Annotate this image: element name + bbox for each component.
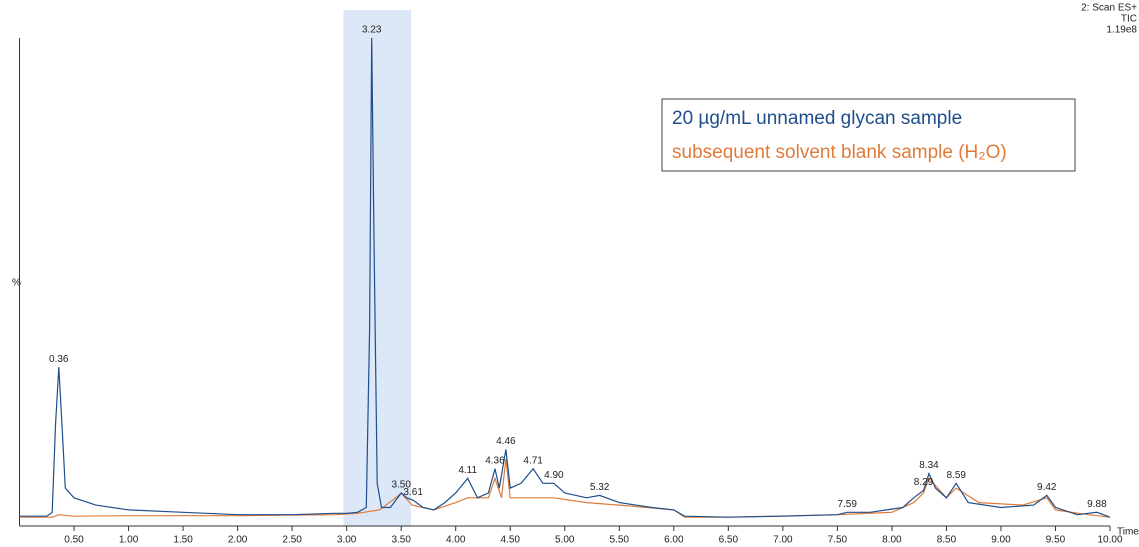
x-tick-label: 8.50: [937, 535, 957, 546]
peak-label: 9.42: [1037, 482, 1057, 493]
x-tick-label: 2.00: [228, 535, 248, 546]
peak-label: 3.23: [362, 25, 382, 36]
peak-label: 3.50: [391, 480, 411, 491]
peak-label: 8.59: [947, 470, 967, 481]
x-tick-label: 1.00: [119, 535, 139, 546]
x-tick-label: 7.50: [828, 535, 848, 546]
peak-label: 5.32: [590, 482, 610, 493]
x-axis-label: Time: [1117, 527, 1139, 538]
x-tick-label: 3.50: [391, 535, 411, 546]
trace: [19, 459, 1111, 518]
x-tick-label: 6.50: [719, 535, 739, 546]
info-line: 1.19e8: [1106, 25, 1137, 36]
x-tick-label: 3.00: [337, 535, 357, 546]
legend-entry: subsequent solvent blank sample (H₂O): [672, 142, 1007, 163]
peak-label: 4.90: [544, 470, 564, 481]
peak-label: 8.34: [919, 460, 939, 471]
x-tick-label: 5.00: [555, 535, 575, 546]
x-tick-label: 4.00: [446, 535, 466, 546]
peak-label: 7.59: [837, 499, 857, 510]
x-tick-label: 2.50: [282, 535, 302, 546]
x-tick-label: 6.00: [664, 535, 684, 546]
peak-label: 4.11: [458, 465, 477, 476]
info-line: 2: Scan ES+: [1081, 3, 1137, 14]
x-tick-label: 8.00: [882, 535, 902, 546]
x-tick-label: 7.00: [773, 535, 793, 546]
x-tick-label: 9.50: [1046, 535, 1066, 546]
peak-label: 4.71: [523, 455, 543, 466]
peak-label: 3.61: [403, 487, 423, 498]
x-tick-label: 1.50: [173, 535, 193, 546]
peak-label: 9.88: [1087, 499, 1107, 510]
x-tick-label: 4.50: [500, 535, 520, 546]
x-tick-label: 10.00: [1097, 535, 1122, 546]
info-line: TIC: [1121, 14, 1137, 25]
legend-box: [661, 98, 1076, 172]
x-tick-label: 5.50: [610, 535, 630, 546]
x-tick-label: 0.50: [64, 535, 84, 546]
peak-label: 4.36: [485, 455, 505, 466]
y-axis-label: %: [12, 278, 21, 289]
peak-label: 4.46: [496, 436, 516, 447]
x-tick-label: 9.00: [991, 535, 1011, 546]
trace: [19, 37, 1111, 518]
legend-entry: 20 µg/mL unnamed glycan sample: [672, 108, 962, 129]
peak-label: 8.29: [914, 477, 934, 488]
peak-label: 0.36: [49, 354, 69, 365]
